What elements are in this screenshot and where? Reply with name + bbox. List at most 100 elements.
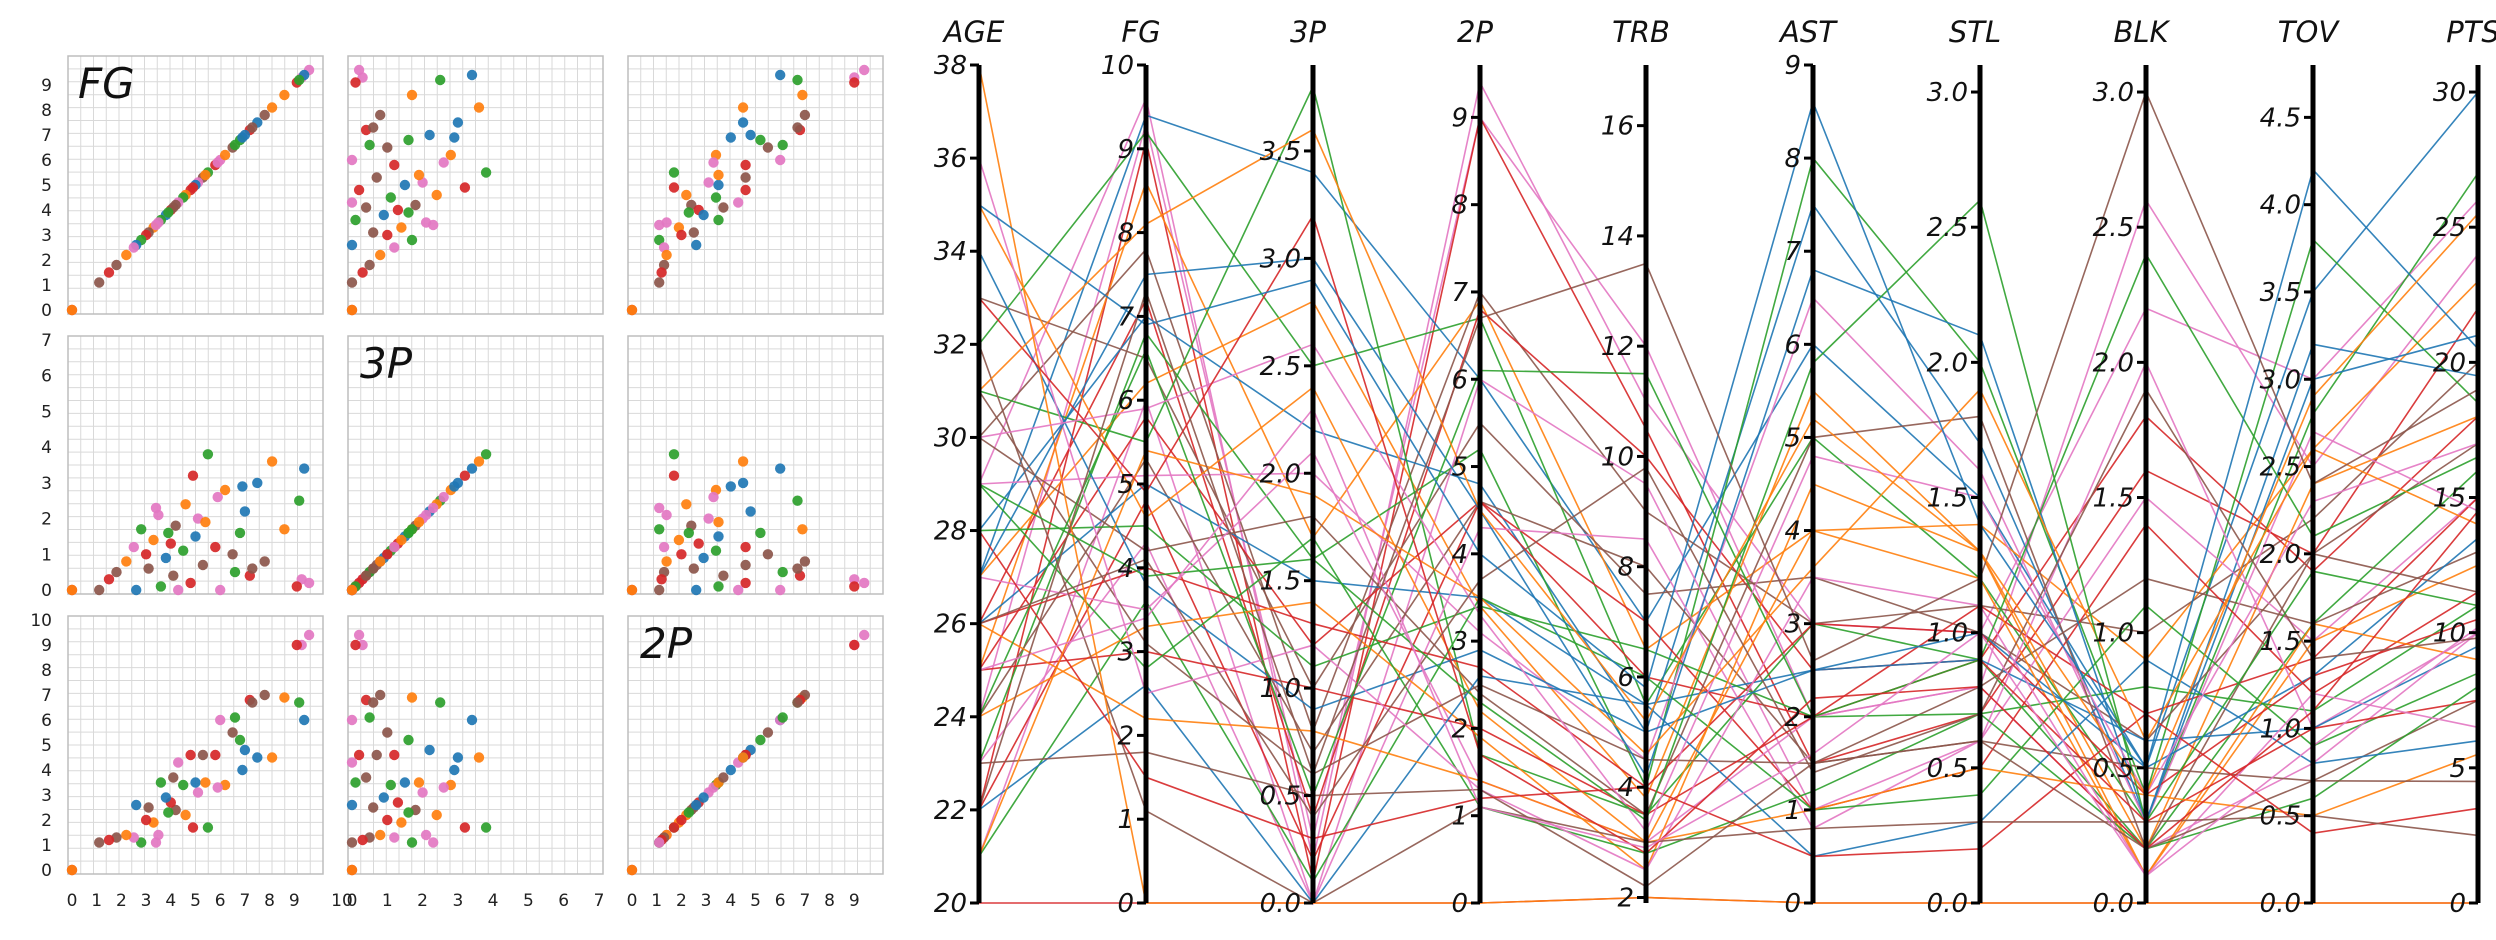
scatter-point bbox=[725, 132, 736, 143]
scatter-point bbox=[170, 520, 181, 531]
scatter-point bbox=[173, 757, 184, 768]
scatter-point bbox=[661, 249, 672, 261]
scatter-point bbox=[777, 139, 788, 151]
x-tick-label: 6 bbox=[775, 891, 786, 911]
scatter-point bbox=[668, 470, 680, 481]
scatter-point bbox=[698, 792, 709, 803]
scatter-point bbox=[799, 556, 811, 567]
cell-frame bbox=[627, 55, 884, 315]
scatter-point bbox=[215, 584, 226, 596]
scatter-point bbox=[382, 229, 393, 241]
cell-frame bbox=[627, 615, 884, 875]
scatter-point bbox=[94, 584, 105, 596]
scatter-point bbox=[413, 777, 425, 788]
scatter-point bbox=[713, 581, 724, 592]
scatter-point bbox=[399, 179, 411, 191]
scatter-point bbox=[403, 134, 414, 146]
scatter-point bbox=[227, 727, 238, 738]
scatter-point bbox=[668, 822, 680, 833]
axis-AST: AST 0 1 2 3 4 5 6 7 8 9 bbox=[1778, 15, 1838, 919]
axis-tick-label: 3.0 bbox=[1927, 78, 1968, 108]
x-tick-label: 4 bbox=[165, 891, 176, 911]
scatter-point bbox=[219, 149, 231, 161]
scatter-point bbox=[353, 629, 365, 641]
scatter-point bbox=[279, 692, 290, 703]
axis-tick-label: 6 bbox=[1617, 663, 1634, 693]
scatter-point bbox=[353, 749, 365, 761]
scatter-cell-3P-vs-2P bbox=[626, 335, 884, 596]
scatter-point bbox=[718, 202, 729, 213]
scatter-point bbox=[266, 456, 278, 467]
x-tick-label: 4 bbox=[725, 891, 736, 911]
scatter-cell-3P-vs-FG bbox=[66, 335, 324, 596]
scatter-point bbox=[792, 122, 803, 133]
axis-tick-label: 34 bbox=[934, 237, 967, 267]
player-line bbox=[978, 202, 2479, 825]
axis-tick-label: 3 bbox=[1117, 638, 1134, 668]
scatter-point bbox=[168, 570, 179, 581]
axis-tick-label: 28 bbox=[934, 517, 967, 547]
scatter-point bbox=[797, 524, 808, 535]
axis-tick-label: 10 bbox=[1601, 442, 1634, 472]
axis-tick-label: 1.0 bbox=[1260, 674, 1301, 704]
x-tick-label: 7 bbox=[239, 891, 250, 911]
y-tick-label: 3 bbox=[41, 226, 52, 246]
scatter-point bbox=[681, 499, 692, 510]
scatter-point bbox=[392, 797, 404, 808]
scatter-point bbox=[163, 807, 174, 818]
scatter-cell-FG-vs-FG: FG bbox=[66, 55, 324, 316]
scatter-point bbox=[693, 538, 704, 549]
x-tick-label: 2 bbox=[676, 891, 687, 911]
player-line bbox=[978, 739, 2479, 888]
scatter-point bbox=[163, 207, 174, 218]
scatter-point bbox=[143, 802, 154, 813]
scatter-point bbox=[150, 502, 162, 514]
scatter-point bbox=[375, 556, 386, 567]
axis-tick-label: 2.0 bbox=[2093, 348, 2134, 378]
axis-tick-label: 25 bbox=[2433, 213, 2466, 243]
y-tick-label: 2 bbox=[41, 811, 52, 831]
y-tick-label: 2 bbox=[41, 510, 52, 530]
scatter-point bbox=[364, 712, 375, 723]
scatter-point bbox=[710, 192, 722, 203]
y-tick-label: 3 bbox=[41, 786, 52, 806]
x-tick-label: 6 bbox=[215, 891, 226, 911]
player-line bbox=[978, 257, 2479, 825]
scatter-point bbox=[385, 192, 396, 203]
scatter-point bbox=[160, 552, 172, 564]
scatter-point bbox=[294, 495, 305, 506]
scatter-point bbox=[775, 463, 786, 474]
axis-TOV: TOV 0.0 0.5 1.0 1.5 2.0 2.5 3.0 3.5 4.0 4.5 bbox=[2260, 15, 2341, 919]
scatter-point bbox=[173, 584, 184, 596]
scatter-point bbox=[762, 142, 774, 153]
axis-tick-label: 2 bbox=[1784, 703, 1801, 733]
scatter-point bbox=[740, 541, 751, 553]
scatter-point bbox=[353, 64, 365, 76]
scatter-point bbox=[424, 129, 435, 141]
scatter-point bbox=[346, 584, 358, 596]
player-line bbox=[978, 596, 2479, 884]
x-tick-label: 1 bbox=[91, 891, 102, 911]
axis-PTS: PTS 0 5 10 15 20 25 30 bbox=[2433, 15, 2496, 919]
scatter-point bbox=[718, 570, 729, 581]
y-tick-label: 10 bbox=[30, 611, 52, 631]
axis-tick-label: 9 bbox=[1784, 51, 1801, 81]
scatter-point bbox=[121, 829, 132, 841]
y-tick-label: 8 bbox=[41, 101, 52, 121]
scatter-point bbox=[247, 122, 258, 133]
y-tick-label: 9 bbox=[41, 636, 52, 656]
player-line bbox=[978, 297, 2479, 820]
scatter-point bbox=[676, 229, 687, 241]
scatter-point bbox=[252, 477, 263, 489]
scatter-point bbox=[737, 117, 749, 128]
axis-tick-label: 5 bbox=[1784, 423, 1801, 453]
scatter-point bbox=[389, 749, 400, 761]
scatter-point bbox=[178, 545, 189, 556]
player-line bbox=[978, 360, 2479, 905]
scatter-point bbox=[185, 577, 196, 589]
x-tick-label: 5 bbox=[750, 891, 761, 911]
axis-tick-label: 0.5 bbox=[2260, 802, 2301, 832]
scatter-point bbox=[136, 837, 147, 848]
scatter-point bbox=[449, 764, 460, 776]
scatter-point bbox=[745, 129, 756, 141]
